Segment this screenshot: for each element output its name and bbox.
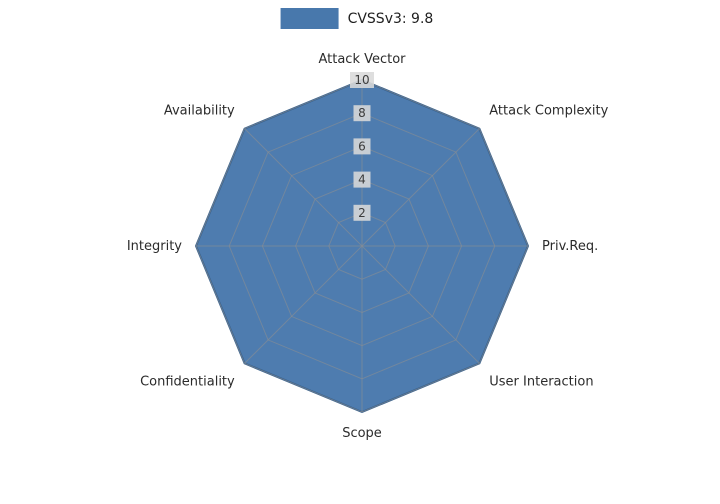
tick-label: 6 <box>358 139 366 153</box>
axis-label: Priv.Req. <box>542 239 598 254</box>
grid-spoke <box>244 128 363 247</box>
tick-label-box <box>353 204 371 221</box>
axis-label: Attack Complexity <box>489 104 608 119</box>
tick-label-box <box>353 171 371 188</box>
tick-label-box <box>350 72 374 88</box>
axis-label: Scope <box>342 426 382 441</box>
grid-spoke <box>361 128 480 247</box>
tick-label-box <box>353 105 371 122</box>
axis-label: Attack Vector <box>318 52 406 67</box>
tick-label-box <box>353 138 371 155</box>
grid-spoke <box>244 245 363 364</box>
axis-label: Confidentiality <box>140 374 235 389</box>
legend-swatch <box>280 8 339 29</box>
tick-label: 10 <box>354 73 369 87</box>
tick-label: 4 <box>358 173 366 187</box>
tick-label: 2 <box>358 206 366 220</box>
legend-label: CVSSv3: 9.8 <box>347 10 434 27</box>
axis-label: Availability <box>164 104 235 119</box>
tick-label: 8 <box>358 106 366 120</box>
chart-legend: CVSSv3: 9.8 <box>280 8 434 29</box>
axis-label: User Interaction <box>489 374 593 389</box>
grid-spoke <box>361 245 480 364</box>
axis-label: Integrity <box>127 239 182 254</box>
